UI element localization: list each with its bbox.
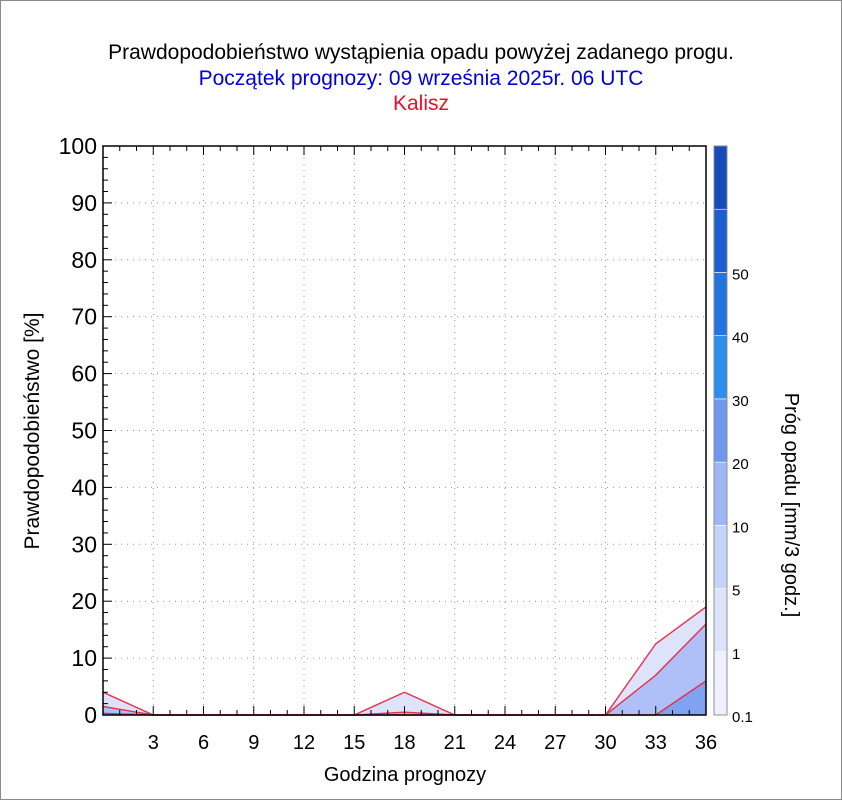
colorbar-tick-label: 0.1 — [732, 709, 753, 726]
colorbar-segment — [713, 398, 728, 463]
x-tick-label: 21 — [444, 732, 466, 754]
x-tick-label: 27 — [544, 732, 566, 754]
x-tick-label: 18 — [393, 732, 415, 754]
x-tick-label: 33 — [645, 732, 667, 754]
x-tick-label: 6 — [198, 732, 209, 754]
colorbar-segment — [713, 525, 728, 589]
y-tick-label: 30 — [71, 531, 97, 557]
y-tick-label: 50 — [71, 418, 97, 444]
y-tick-label: 80 — [71, 247, 97, 273]
colorbar-segment — [713, 588, 728, 653]
colorbar-tick-label: 30 — [732, 393, 749, 410]
axes — [102, 145, 707, 716]
colorbar-segment — [713, 461, 728, 526]
x-tick-label: 15 — [343, 732, 365, 754]
y-tick-label: 40 — [71, 474, 97, 500]
colorbar-label: Próg opadu [mm/3 godz.] — [780, 393, 802, 618]
x-axis-label: Godzina prognozy — [324, 764, 486, 786]
probability-areas — [102, 606, 707, 716]
colorbar-tick-label: 20 — [732, 456, 749, 473]
colorbar-tick-label: 40 — [732, 330, 749, 347]
colorbar-border — [713, 145, 728, 716]
y-tick-label: 60 — [71, 361, 97, 387]
x-tick-label: 3 — [148, 732, 159, 754]
y-tick-label: 90 — [71, 190, 97, 216]
area-threshold-1 — [103, 623, 706, 715]
colorbar-segment — [713, 272, 728, 336]
x-tick-label: 36 — [695, 732, 717, 754]
y-tick-label: 0 — [84, 702, 97, 728]
location-name: Kalisz — [392, 92, 450, 115]
colorbar-segment — [713, 651, 728, 716]
x-tick-label: 30 — [594, 732, 616, 754]
colorbar-segment — [713, 208, 728, 273]
y-tick-label: 20 — [71, 588, 97, 614]
x-tick-label: 24 — [494, 732, 516, 754]
forecast-start-subtitle: Początek prognozy: 09 września 2025r. 06… — [198, 67, 644, 90]
tick-labels: 3 6 9 12 15 18 21 24 27 30 33 360102030405060708090… — [59, 133, 718, 754]
y-tick-label: 10 — [71, 645, 97, 671]
y-tick-label: 70 — [71, 304, 97, 330]
y-tick-label: 100 — [59, 133, 97, 159]
colorbar-segment — [713, 145, 728, 210]
colorbar-tick-label: 1 — [732, 646, 740, 663]
chart-title: Prawdopodobieństwo wystąpienia opadu pow… — [108, 41, 734, 64]
colorbar-tick-label: 5 — [732, 583, 740, 600]
area-threshold-0.1 — [103, 606, 706, 715]
colorbar-segment — [713, 335, 728, 400]
grid-lines — [103, 146, 706, 715]
threshold-colorbar: 0.1 1 5 10 20 30 40 50 — [713, 145, 753, 726]
x-tick-label: 9 — [248, 732, 259, 754]
colorbar-tick-label: 10 — [732, 519, 749, 536]
y-axis-label: Prawdopodobieństwo [%] — [21, 313, 44, 550]
x-tick-label: 12 — [293, 732, 315, 754]
colorbar-tick-label: 50 — [732, 266, 749, 283]
